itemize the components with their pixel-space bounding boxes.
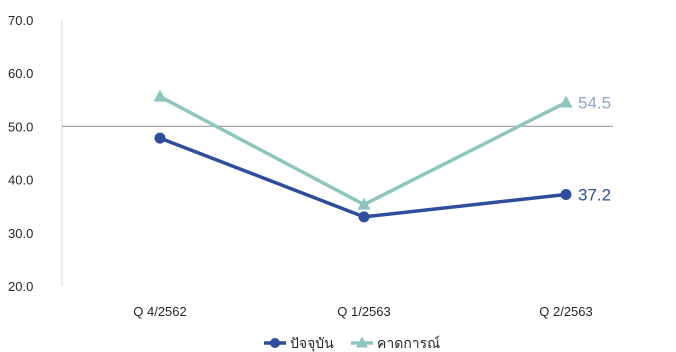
legend-label: คาดการณ์ <box>377 335 440 352</box>
y-tick-label: 60.0 <box>8 66 33 81</box>
data-label: 54.5 <box>578 93 611 112</box>
series-line <box>158 94 568 207</box>
legend-marker <box>270 338 280 348</box>
y-tick-label: 20.0 <box>8 279 33 294</box>
y-tick-label: 70.0 <box>8 13 33 28</box>
x-tick-label: Q 2/2563 <box>539 304 593 319</box>
data-labels: 54.5 37.2 <box>578 93 611 204</box>
series-layer <box>153 89 573 223</box>
y-tick-label: 40.0 <box>8 173 33 188</box>
data-point <box>153 89 167 102</box>
legend-marker <box>356 336 368 348</box>
data-point <box>559 95 573 108</box>
data-label: 37.2 <box>578 185 611 204</box>
data-point <box>358 211 370 223</box>
x-tick-label: Q 4/2562 <box>133 304 187 319</box>
data-point <box>560 188 572 200</box>
data-point <box>357 197 371 210</box>
y-axis-ticks: 20.0 30.0 40.0 50.0 60.0 70.0 <box>8 13 33 294</box>
legend-label: ปัจจุบัน <box>290 336 334 352</box>
y-tick-label: 50.0 <box>8 119 33 134</box>
x-tick-label: Q 1/2563 <box>337 304 391 319</box>
legend: ปัจจุบัน คาดการณ์ <box>264 335 440 352</box>
x-axis-ticks: Q 4/2562 Q 1/2563 Q 2/2563 <box>133 304 593 319</box>
y-tick-label: 30.0 <box>8 226 33 241</box>
data-point <box>154 132 166 144</box>
